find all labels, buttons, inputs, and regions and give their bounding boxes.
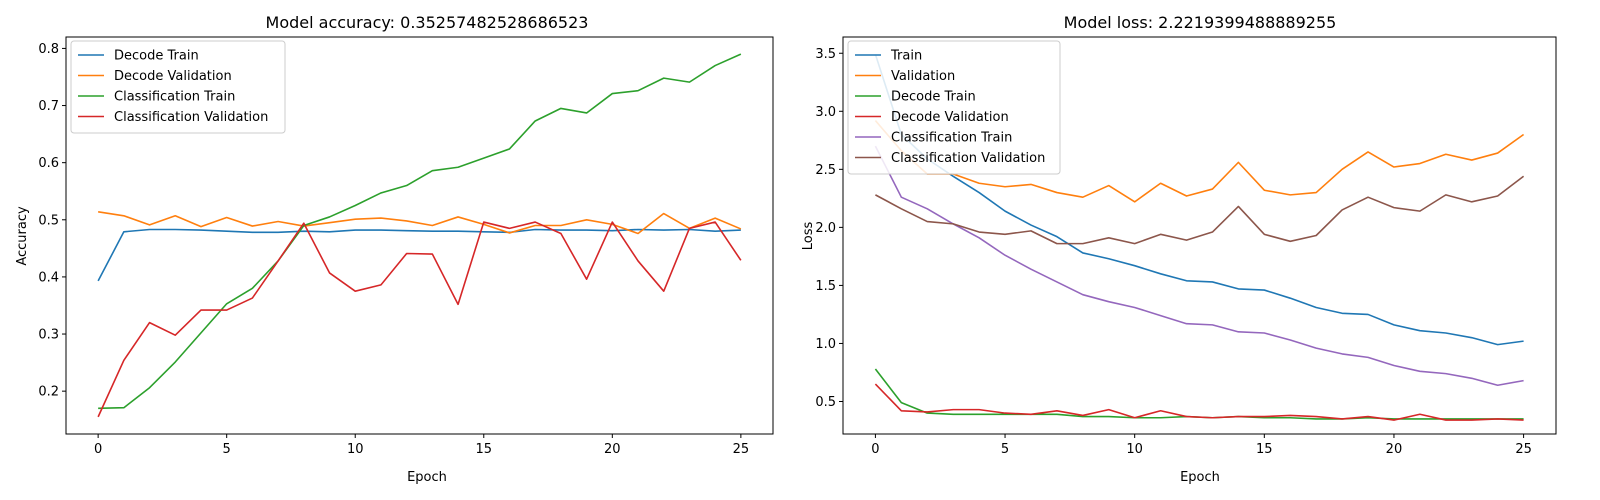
loss-series-line-classification-train: [874, 145, 1524, 387]
accuracy-series-line-decode-train: [97, 228, 741, 282]
accuracy-legend-label-classification-train: Classification Train: [114, 90, 235, 105]
accuracy-y-tick-label: 0.5: [38, 213, 59, 228]
loss-x-tick-label: 15: [1256, 442, 1273, 457]
accuracy-series-line-decode-validation: [98, 210, 742, 235]
accuracy-y-axis-label: Accuracy: [15, 206, 30, 266]
loss-y-tick-label: 2.0: [815, 221, 836, 236]
accuracy-y-tick-label: 0.8: [38, 42, 59, 57]
loss-x-tick-label: 5: [1001, 442, 1009, 457]
loss-series-line-validation: [874, 120, 1525, 203]
loss-legend: Train Validation Decode Train Decode Valida…: [847, 40, 1061, 175]
loss-legend-label-classification-validation: Classification Validation: [891, 151, 1045, 166]
loss-x-tick-label: 25: [1515, 442, 1532, 457]
accuracy-legend-box: [70, 40, 286, 134]
accuracy-x-axis-label: Epoch: [407, 470, 447, 485]
accuracy-y-tick-label: 0.3: [38, 328, 59, 343]
loss-y-tick-label: 2.5: [815, 163, 836, 178]
loss-x-tick-label: 0: [871, 442, 879, 457]
accuracy-x-tick-label: 15: [475, 442, 492, 457]
accuracy-x-tick-label: 5: [223, 442, 231, 457]
loss-legend-label-classification-train: Classification Train: [891, 131, 1012, 146]
loss-chart-title: Model loss: 2.2219399488889255: [1064, 13, 1337, 32]
accuracy-x-tick-label: 10: [347, 442, 364, 457]
accuracy-axes-frame: [65, 36, 774, 435]
loss-x-tick-label: 20: [1386, 442, 1403, 457]
loss-series-line-classification-validation: [875, 175, 1525, 245]
loss-panel: Model loss: 2.2219399488889255 0 5 10 15 20 2…: [801, 13, 1557, 485]
accuracy-series-line-classification-validation: [97, 221, 742, 418]
loss-series-group: [874, 54, 1525, 421]
loss-series-line-decode-validation: [874, 383, 1524, 421]
accuracy-legend-label-classification-validation: Classification Validation: [114, 110, 268, 125]
accuracy-legend: Decode Train Decode Validation Classificat…: [70, 40, 286, 134]
loss-legend-box: [847, 40, 1061, 175]
accuracy-y-tick-label: 0.2: [38, 385, 59, 400]
accuracy-series-group: [97, 53, 742, 418]
loss-plot-area: 0 5 10 15 20 25 0.5 1.0 1.5 2.0 2.5 3.0 3.5 Train Vali…: [815, 36, 1557, 457]
accuracy-y-tick-label: 0.4: [38, 270, 59, 285]
accuracy-plot-area: 0 5 10 15 20 25 0.2 0.3 0.4 0.5 0.6 0.7 0.8 Decode Tr…: [38, 36, 774, 457]
loss-y-tick-label: 0.5: [815, 395, 836, 410]
loss-legend-label-train: Train: [890, 49, 922, 64]
loss-x-axis-label: Epoch: [1180, 470, 1220, 485]
accuracy-chart-title: Model accuracy: 0.35257482528686523: [266, 13, 589, 32]
accuracy-panel: Model accuracy: 0.35257482528686523 0 5 10…: [15, 13, 774, 485]
accuracy-y-tick-label: 0.6: [38, 156, 59, 171]
loss-legend-label-validation: Validation: [891, 69, 955, 84]
accuracy-x-tick-label: 25: [733, 442, 750, 457]
loss-legend-label-decode-validation: Decode Validation: [891, 110, 1009, 125]
loss-y-axis-label: Loss: [801, 222, 816, 251]
accuracy-legend-label-decode-validation: Decode Validation: [114, 69, 232, 84]
loss-x-tick-label: 10: [1126, 442, 1143, 457]
loss-legend-label-decode-train: Decode Train: [891, 90, 976, 105]
loss-axes-frame: [842, 36, 1557, 435]
loss-y-tick-label: 3.0: [815, 105, 836, 120]
accuracy-x-tick-label: 0: [94, 442, 102, 457]
accuracy-legend-label-decode-train: Decode Train: [114, 49, 199, 64]
loss-y-tick-label: 1.0: [815, 337, 836, 352]
loss-series-line-train: [874, 54, 1524, 346]
loss-y-tick-label: 1.5: [815, 279, 836, 294]
accuracy-x-tick-label: 20: [604, 442, 621, 457]
accuracy-series-line-classification-train: [98, 53, 742, 410]
loss-y-tick-label: 3.5: [815, 47, 836, 62]
accuracy-y-tick-label: 0.7: [38, 99, 59, 114]
